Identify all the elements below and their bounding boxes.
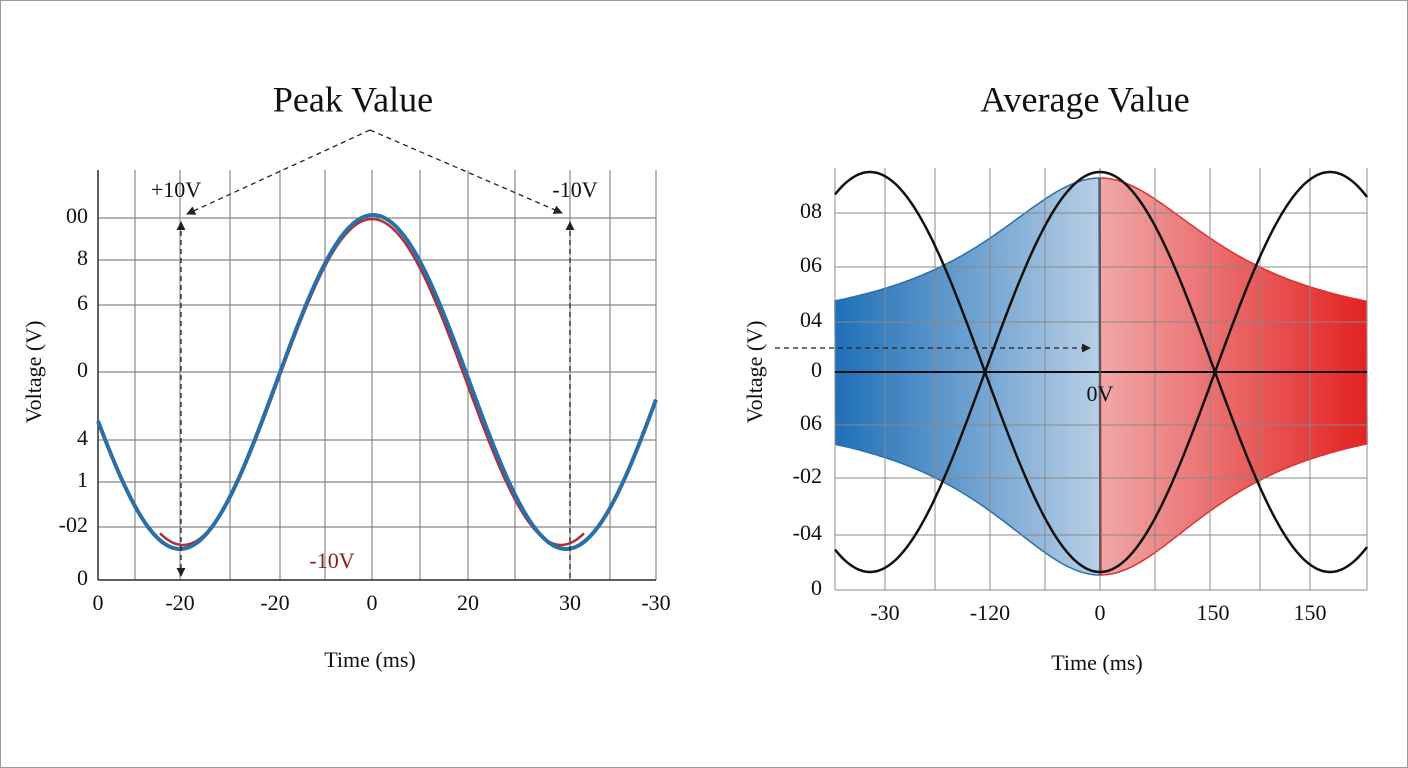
y-tick-label: 0: [77, 357, 88, 382]
annotation: -10V: [552, 177, 597, 202]
x-tick-label: -120: [970, 600, 1010, 625]
panel-title: Average Value: [980, 79, 1190, 119]
x-axis-label: Time (ms): [324, 647, 415, 672]
x-tick-label: 150: [1294, 600, 1327, 625]
x-tick-label: 20: [457, 590, 479, 615]
panel-title: Peak Value: [273, 79, 433, 119]
y-tick-label: 00: [66, 203, 88, 228]
y-tick-label: 0: [77, 565, 88, 590]
y-tick-label: 06: [800, 410, 822, 435]
x-tick-label: -20: [165, 590, 194, 615]
y-tick-label: -02: [59, 512, 88, 537]
dash-arrow: [186, 129, 371, 215]
y-tick-label: -02: [793, 463, 822, 488]
x-tick-label: 0: [367, 590, 378, 615]
y-tick-label: 4: [77, 425, 88, 450]
y-tick-label: 04: [800, 307, 822, 332]
y-tick-label: 1: [77, 467, 88, 492]
y-tick-label: 8: [77, 245, 88, 270]
x-tick-label: 0: [1095, 600, 1106, 625]
x-tick-label: 150: [1197, 600, 1230, 625]
dash-arrow: [369, 129, 563, 214]
x-axis-label: Time (ms): [1051, 650, 1142, 675]
y-tick-label: 6: [77, 290, 88, 315]
black-wave: [834, 170, 1368, 574]
y-tick-label: 0: [811, 357, 822, 382]
left-panel: Peak Value Voltage (V) Time (ms) 0086041…: [21, 79, 671, 672]
y-axis-label: Voltage (V): [21, 321, 46, 424]
x-tick-label: -30: [870, 600, 899, 625]
x-tick-label: 0: [93, 590, 104, 615]
y-tick-label: 06: [800, 252, 822, 277]
x-tick-label: -20: [260, 590, 289, 615]
y-axis-label: Voltage (V): [742, 321, 767, 424]
annotation: +10V: [151, 177, 201, 202]
y-tick-label: 0: [811, 575, 822, 600]
black-wave: [834, 170, 1368, 574]
blue-wave: [96, 213, 658, 552]
x-tick-label: 30: [559, 590, 581, 615]
right-panel: Average Value Voltage (V) Time (ms) 08 06…: [742, 79, 1368, 675]
annotation: 0V: [1087, 381, 1114, 406]
x-tick-label: -30: [641, 590, 670, 615]
annotation: -10V: [309, 548, 354, 573]
y-tick-label: 08: [800, 198, 822, 223]
y-tick-label: -04: [793, 520, 822, 545]
